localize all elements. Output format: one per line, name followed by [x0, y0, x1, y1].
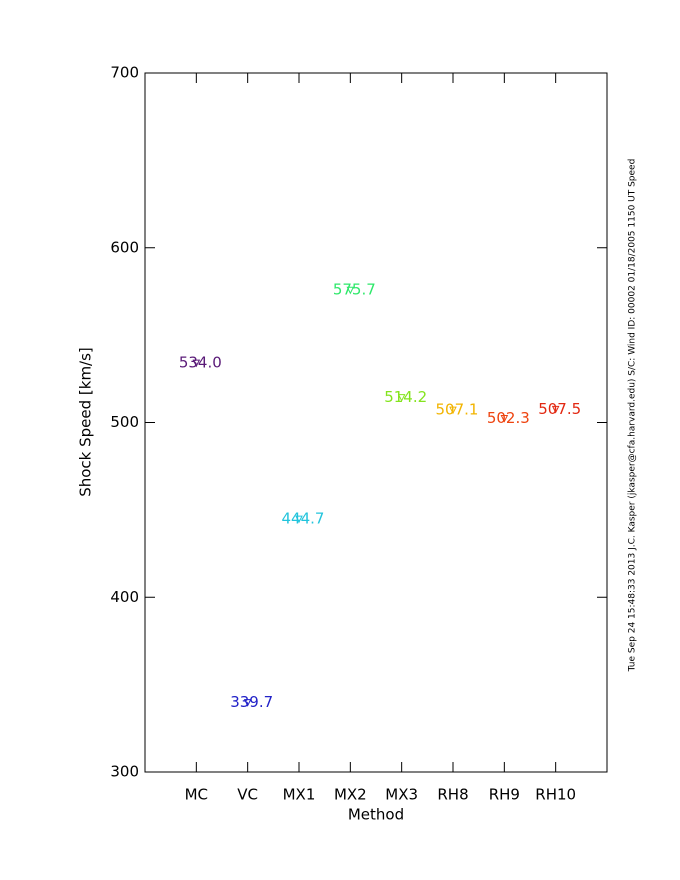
x-tick-label: MX2 — [334, 786, 367, 804]
marker — [243, 699, 252, 707]
x-tick-label: VC — [237, 786, 258, 804]
y-tick-label: 700 — [110, 64, 139, 82]
marker — [192, 359, 201, 368]
x-tick-label: MX3 — [385, 786, 418, 804]
x-tick-label: MC — [185, 786, 208, 804]
marker — [346, 286, 355, 295]
marker — [295, 515, 303, 524]
value-label: 507.1 — [436, 401, 479, 419]
y-tick-label: 600 — [110, 238, 139, 256]
x-tick-label: MX1 — [283, 786, 316, 804]
marker — [397, 394, 406, 402]
y-tick-label: 400 — [110, 588, 139, 606]
value-label: 514.2 — [384, 388, 427, 406]
y-tick-label: 300 — [110, 763, 139, 781]
value-label: 507.5 — [538, 400, 581, 418]
value-label: 575.7 — [333, 281, 376, 299]
marker — [449, 406, 457, 415]
value-label: 444.7 — [282, 510, 325, 528]
value-label: 339.7 — [230, 693, 273, 711]
y-tick-label: 500 — [110, 413, 139, 431]
marker — [500, 414, 509, 423]
x-axis-label: Method — [348, 806, 404, 824]
x-tick-label: RH9 — [489, 786, 520, 804]
value-label: 534.0 — [179, 354, 222, 372]
marker — [551, 405, 560, 414]
y-axis-label: Shock Speed [km/s] — [77, 347, 95, 497]
x-tick-label: RH10 — [535, 786, 576, 804]
side-note: Tue Sep 24 15:48:33 2013 J.C. Kasper (jk… — [628, 159, 638, 673]
value-label: 502.3 — [487, 409, 530, 427]
x-tick-label: RH8 — [437, 786, 468, 804]
plot-frame — [144, 72, 608, 773]
